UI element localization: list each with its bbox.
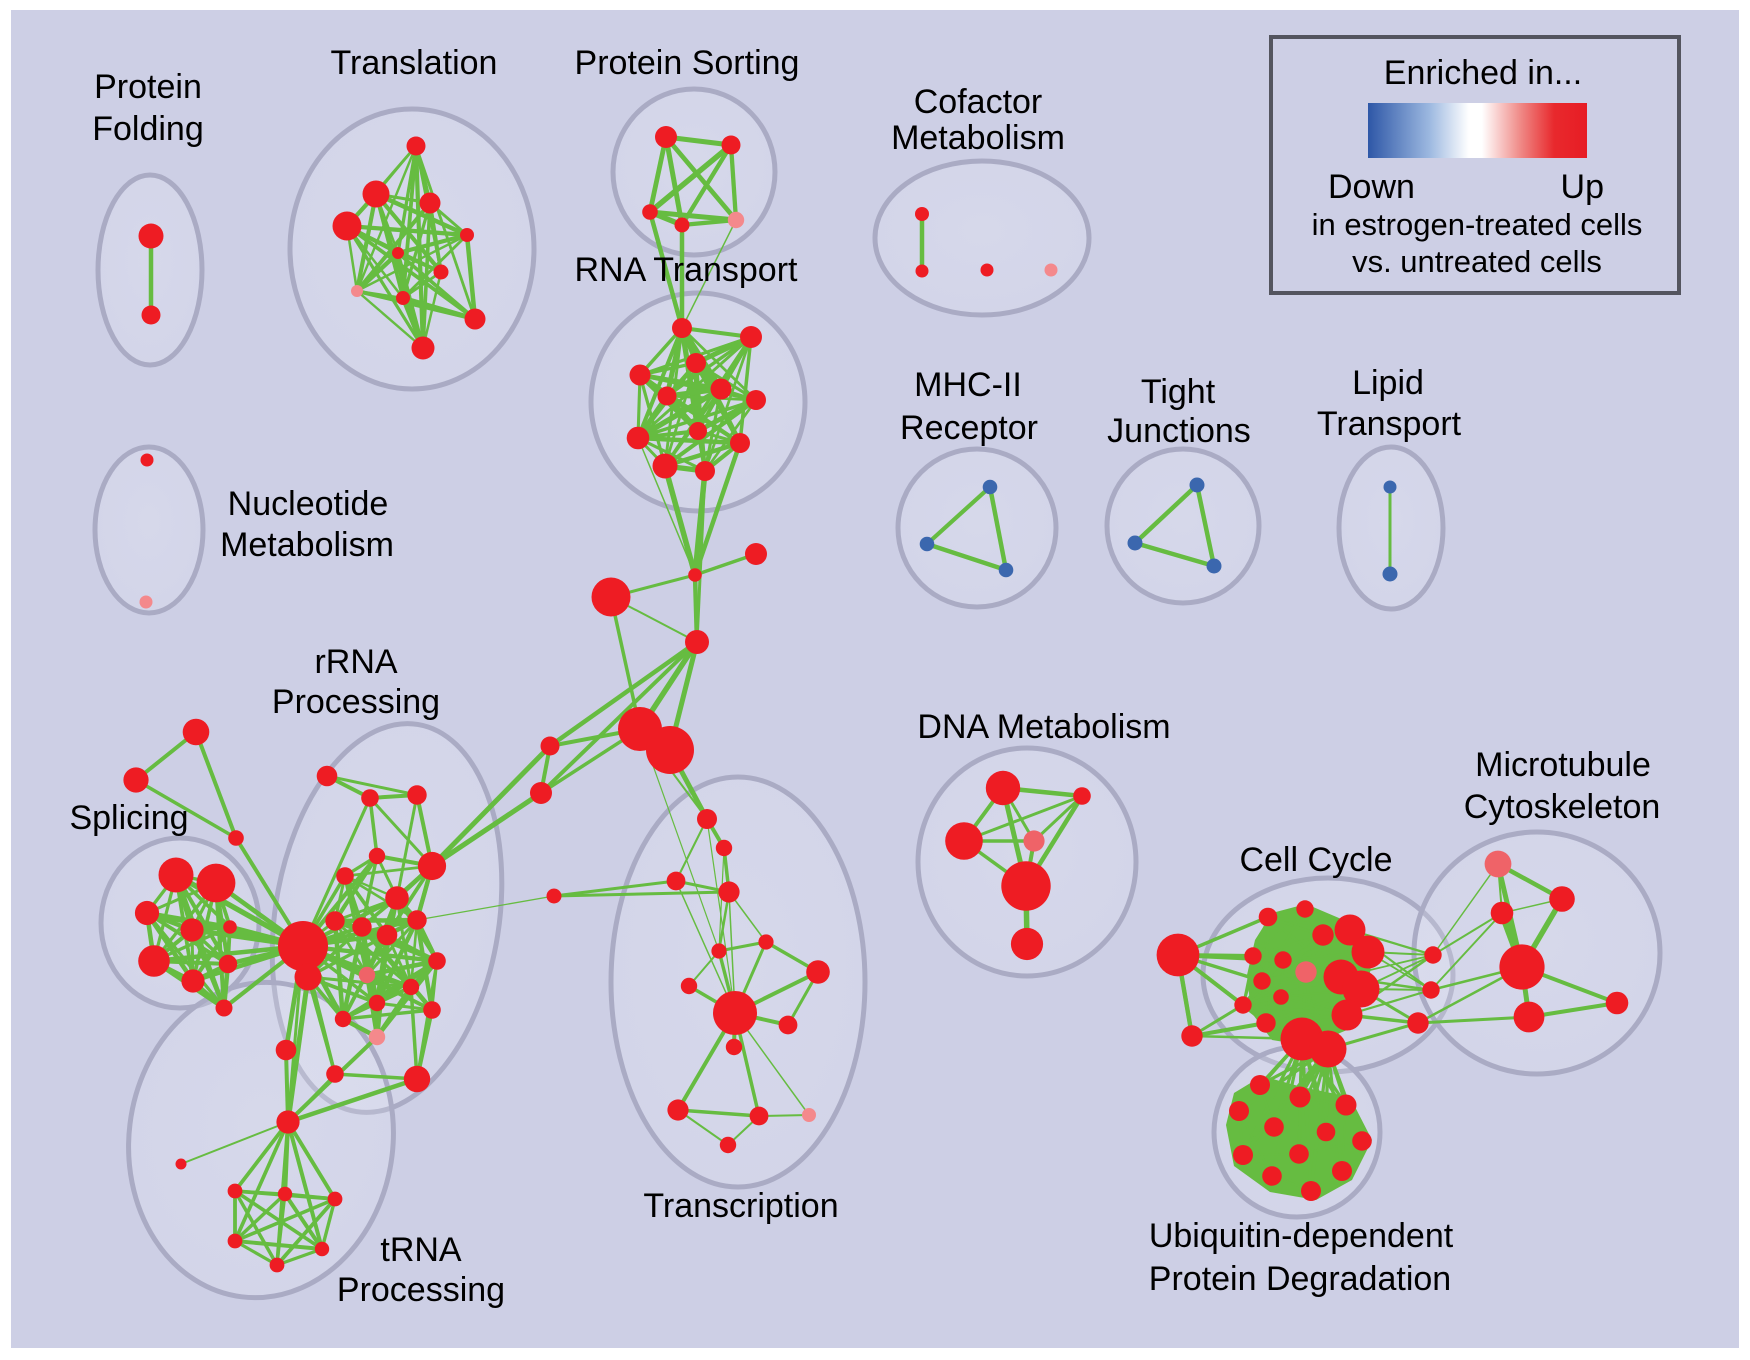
svg-text:Processing: Processing bbox=[337, 1271, 505, 1309]
svg-text:Enriched in...: Enriched in... bbox=[1384, 54, 1582, 92]
svg-text:tRNA: tRNA bbox=[380, 1231, 462, 1269]
svg-text:Junctions: Junctions bbox=[1107, 412, 1251, 450]
svg-text:Down: Down bbox=[1328, 168, 1415, 206]
svg-text:Protein Sorting: Protein Sorting bbox=[575, 44, 800, 82]
svg-text:DNA Metabolism: DNA Metabolism bbox=[917, 708, 1170, 746]
svg-text:Cytoskeleton: Cytoskeleton bbox=[1464, 788, 1661, 826]
svg-text:Tight: Tight bbox=[1141, 373, 1216, 411]
svg-text:Up: Up bbox=[1561, 168, 1604, 206]
svg-text:Ubiquitin-dependent: Ubiquitin-dependent bbox=[1149, 1217, 1454, 1255]
svg-text:Metabolism: Metabolism bbox=[220, 526, 394, 564]
svg-text:Protein Degradation: Protein Degradation bbox=[1149, 1260, 1451, 1298]
svg-text:Translation: Translation bbox=[331, 44, 498, 82]
svg-text:Transport: Transport bbox=[1317, 405, 1462, 443]
svg-text:vs. untreated cells: vs. untreated cells bbox=[1352, 244, 1602, 279]
svg-text:RNA Transport: RNA Transport bbox=[575, 251, 799, 289]
svg-text:Metabolism: Metabolism bbox=[891, 119, 1065, 157]
svg-text:Nucleotide: Nucleotide bbox=[228, 485, 389, 523]
svg-text:Folding: Folding bbox=[92, 110, 204, 148]
svg-text:Lipid: Lipid bbox=[1352, 364, 1424, 402]
svg-text:Splicing: Splicing bbox=[69, 799, 188, 837]
svg-text:Transcription: Transcription bbox=[643, 1187, 838, 1225]
svg-text:Protein: Protein bbox=[94, 68, 202, 106]
svg-text:Cell Cycle: Cell Cycle bbox=[1239, 841, 1392, 879]
svg-text:rRNA: rRNA bbox=[314, 643, 397, 681]
svg-text:Receptor: Receptor bbox=[900, 409, 1038, 447]
svg-text:Cofactor: Cofactor bbox=[914, 83, 1043, 121]
svg-text:Processing: Processing bbox=[272, 683, 440, 721]
svg-text:MHC-II: MHC-II bbox=[914, 366, 1022, 404]
svg-text:in estrogen-treated cells: in estrogen-treated cells bbox=[1312, 207, 1643, 242]
svg-text:Microtubule: Microtubule bbox=[1475, 746, 1651, 784]
